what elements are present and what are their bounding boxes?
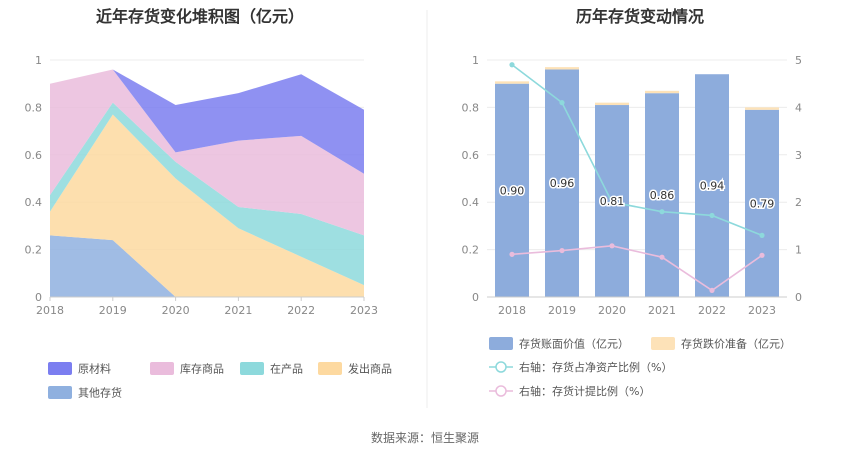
right-y-tick-label: 1	[472, 54, 479, 67]
bar-impairment-reserve	[495, 81, 529, 84]
right-legend-swatch	[489, 337, 513, 350]
left-y-tick-label: 0.6	[25, 149, 43, 162]
left-y-tick-label: 0	[35, 291, 42, 304]
line-point	[759, 252, 765, 258]
line-point	[659, 254, 665, 260]
bar-impairment-reserve	[745, 107, 779, 110]
left-legend-swatch	[48, 386, 72, 399]
right-y-tick-label: 0	[472, 291, 479, 304]
left-legend-label: 在产品	[270, 362, 303, 376]
right-legend-label: 右轴：存货计提比例（%）	[519, 384, 650, 398]
right-y2-tick-label: 1	[795, 244, 802, 257]
left-area-chart: 0 0.2 0.4 0.6 0.8 1 2018 2019 2020 2021 2022 2023	[25, 54, 379, 317]
line-point	[559, 247, 565, 254]
bar-value-label: 0.86	[650, 189, 675, 202]
area-series-发出商品	[50, 114, 364, 297]
right-legend-marker	[495, 361, 507, 373]
left-x-tick-label: 2019	[99, 304, 127, 317]
right-legend-label: 存货账面价值（亿元）	[519, 337, 629, 351]
left-legend-label: 库存商品	[180, 362, 224, 376]
left-chart-title: 近年存货变化堆积图（亿元）	[96, 7, 304, 26]
area-series-原材料	[50, 69, 364, 174]
right-x-tick-label: 2018	[498, 304, 526, 317]
left-legend-swatch	[318, 362, 342, 375]
line-point	[609, 243, 615, 249]
line-point	[509, 62, 515, 68]
right-y-tick-label: 0.8	[462, 101, 480, 114]
left-x-tick-label: 2018	[36, 304, 64, 317]
bar-value-label: 0.90	[500, 184, 525, 197]
right-x-tick-label: 2023	[748, 304, 776, 317]
bar-impairment-reserve	[545, 67, 579, 70]
bar-book-value	[645, 93, 679, 298]
bar-value-label: 0.96	[550, 177, 575, 190]
line-point	[709, 212, 715, 219]
bar-value-label: 0.94	[700, 180, 725, 193]
right-chart-title: 历年存货变动情况	[576, 7, 704, 26]
right-legend-swatch	[651, 337, 675, 350]
left-legend-label: 其他存货	[78, 386, 122, 400]
right-x-tick-label: 2022	[698, 304, 726, 317]
bar-book-value	[745, 109, 779, 298]
left-x-tick-label: 2022	[287, 304, 315, 317]
line-series-provision-ratio	[511, 244, 763, 292]
bar-book-value	[545, 69, 579, 297]
left-x-tick-label: 2021	[224, 304, 252, 317]
line-point	[559, 100, 565, 106]
right-legend: 存货账面价值（亿元） 存货跌价准备（亿元） 右轴：存货占净资产比例（%） 右轴：存货计…	[489, 337, 791, 398]
line-point	[709, 287, 715, 293]
left-y-tick-label: 0.4	[25, 196, 43, 209]
right-y-tick-label: 0.4	[462, 196, 480, 209]
right-x-tick-label: 2021	[648, 304, 676, 317]
source-note: 数据来源：恒生聚源	[371, 430, 479, 445]
bar-impairment-reserve	[645, 90, 679, 94]
right-legend-label: 右轴：存货占净资产比例（%）	[519, 360, 672, 374]
left-x-tick-label: 2023	[350, 304, 378, 317]
right-legend-marker	[495, 385, 507, 397]
bar-book-value	[495, 83, 529, 297]
left-legend-label: 发出商品	[348, 362, 392, 376]
area-series-在产品	[50, 102, 364, 286]
left-y-tick-label: 0.8	[25, 101, 43, 114]
right-y2-tick-label: 0	[795, 291, 802, 304]
bar-value-label: 0.79	[750, 197, 775, 210]
right-x-tick-label: 2020	[598, 304, 626, 317]
line-point	[659, 209, 665, 215]
area-series-库存商品	[50, 69, 364, 236]
line-point	[509, 251, 515, 257]
right-legend-label: 存货跌价准备（亿元）	[681, 337, 791, 351]
left-legend-swatch	[240, 362, 264, 375]
right-y2-tick-label: 4	[795, 101, 802, 114]
right-y-tick-label: 0.2	[462, 244, 480, 257]
left-legend-swatch	[48, 362, 72, 375]
right-y-tick-label: 0.6	[462, 149, 480, 162]
right-y2-tick-label: 2	[795, 196, 802, 209]
left-x-tick-label: 2020	[162, 304, 190, 317]
right-y2-tick-label: 3	[795, 149, 802, 162]
bar-impairment-reserve	[595, 102, 629, 106]
left-legend-label: 原材料	[78, 362, 111, 376]
bar-book-value	[695, 74, 729, 297]
line-point	[609, 199, 615, 205]
line-series-share-of-net-assets	[511, 64, 763, 237]
area-series-其他存货	[50, 235, 364, 297]
right-y2-tick-label: 5	[795, 54, 802, 67]
left-y-tick-label: 1	[35, 54, 42, 67]
left-legend-swatch	[150, 362, 174, 375]
left-y-tick-label: 0.2	[25, 244, 43, 257]
line-point	[759, 232, 765, 238]
right-x-tick-label: 2019	[548, 304, 576, 317]
bar-value-label: 0.81	[600, 195, 625, 208]
